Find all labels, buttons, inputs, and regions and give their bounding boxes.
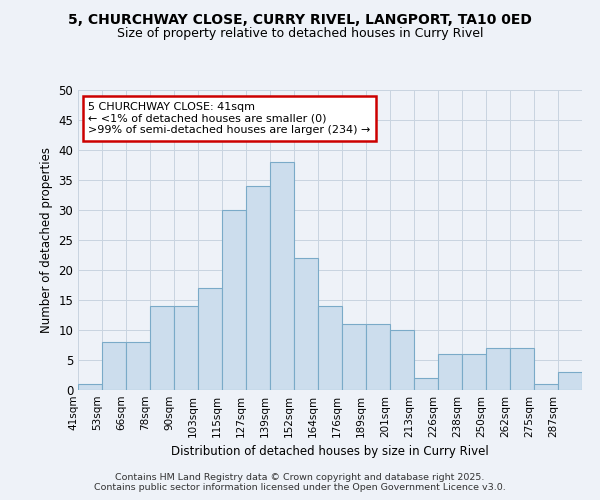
Text: 5 CHURCHWAY CLOSE: 41sqm
← <1% of detached houses are smaller (0)
>99% of semi-d: 5 CHURCHWAY CLOSE: 41sqm ← <1% of detach… — [88, 102, 370, 135]
Text: Contains HM Land Registry data © Crown copyright and database right 2025.
Contai: Contains HM Land Registry data © Crown c… — [94, 473, 506, 492]
Bar — [294, 258, 318, 390]
Bar — [174, 306, 198, 390]
Y-axis label: Number of detached properties: Number of detached properties — [40, 147, 53, 333]
Bar — [126, 342, 150, 390]
Bar — [390, 330, 414, 390]
Bar — [438, 354, 462, 390]
Bar — [150, 306, 174, 390]
X-axis label: Distribution of detached houses by size in Curry Rivel: Distribution of detached houses by size … — [171, 446, 489, 458]
Bar — [318, 306, 342, 390]
Bar — [246, 186, 270, 390]
Text: 5, CHURCHWAY CLOSE, CURRY RIVEL, LANGPORT, TA10 0ED: 5, CHURCHWAY CLOSE, CURRY RIVEL, LANGPOR… — [68, 12, 532, 26]
Bar — [510, 348, 534, 390]
Bar — [342, 324, 366, 390]
Bar — [270, 162, 294, 390]
Bar — [534, 384, 558, 390]
Bar — [462, 354, 486, 390]
Bar — [366, 324, 390, 390]
Bar — [414, 378, 438, 390]
Bar — [78, 384, 102, 390]
Bar — [558, 372, 582, 390]
Bar — [222, 210, 246, 390]
Bar — [102, 342, 126, 390]
Bar — [198, 288, 222, 390]
Text: Size of property relative to detached houses in Curry Rivel: Size of property relative to detached ho… — [117, 28, 483, 40]
Bar — [486, 348, 510, 390]
